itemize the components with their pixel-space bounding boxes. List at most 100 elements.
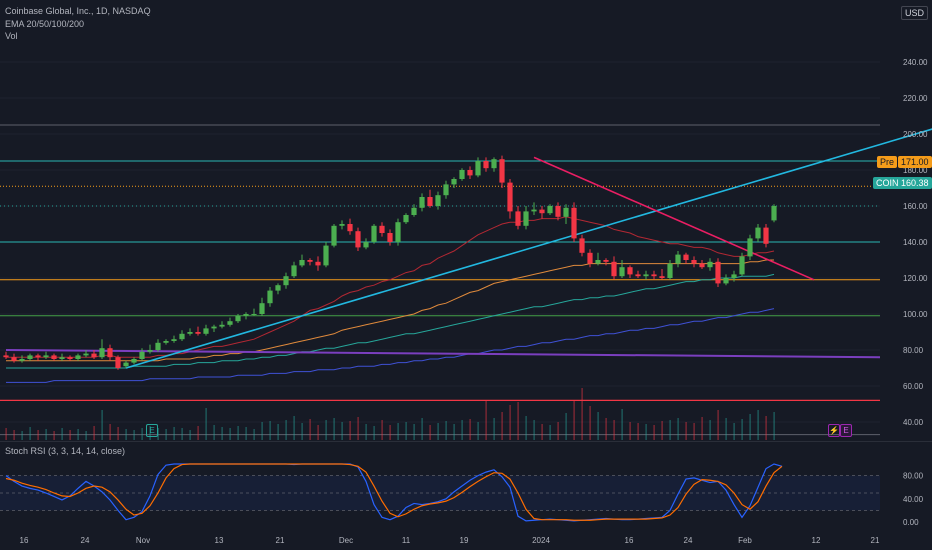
candle-body <box>163 341 169 343</box>
time-tick-label: 12 <box>812 536 821 545</box>
volume-bar <box>541 424 543 440</box>
candle-body <box>499 159 505 183</box>
stoch-rsi-legend[interactable]: Stoch RSI (3, 3, 14, 14, close) <box>5 446 126 456</box>
candle-body <box>187 332 193 334</box>
volume-bar <box>93 426 95 440</box>
volume-bar <box>693 423 695 440</box>
price-tick-label: 80.00 <box>903 346 924 355</box>
volume-bar <box>149 426 151 440</box>
candle-body <box>219 324 225 327</box>
price-tick-label: 240.00 <box>903 58 928 67</box>
candle-body <box>51 355 57 359</box>
volume-bar <box>157 428 159 440</box>
volume-legend[interactable]: Vol <box>5 31 18 41</box>
volume-bar <box>277 424 279 440</box>
volume-bar <box>613 420 615 440</box>
volume-bar <box>397 423 399 440</box>
candle-body <box>379 225 385 233</box>
volume-bar <box>605 418 607 440</box>
candle-body <box>355 231 361 248</box>
candle-body <box>251 314 257 315</box>
candle-body <box>507 182 513 212</box>
time-tick-label: 11 <box>402 536 411 545</box>
candle-body <box>235 315 241 322</box>
volume-bar <box>293 416 295 440</box>
candle-body <box>667 263 673 278</box>
volume-bar <box>581 388 583 440</box>
volume-bar <box>477 422 479 440</box>
volume-bar <box>61 428 63 440</box>
volume-bar <box>109 424 111 440</box>
candle-body <box>123 362 129 367</box>
volume-bar <box>461 420 463 440</box>
candle-body <box>139 351 145 359</box>
volume-bar <box>621 409 623 440</box>
candle-body <box>179 333 185 340</box>
candle-body <box>195 332 201 334</box>
candle-body <box>67 357 73 359</box>
candle-body <box>619 267 625 277</box>
volume-bar <box>485 400 487 440</box>
candle-body <box>59 357 65 359</box>
volume-bar <box>445 421 447 440</box>
stoch-tick-label: 40.00 <box>903 495 924 504</box>
ema-legend[interactable]: EMA 20/50/100/200 <box>5 19 85 29</box>
volume-bar <box>245 427 247 440</box>
volume-bar <box>525 416 527 440</box>
volume-bar <box>589 406 591 440</box>
candle-body <box>259 303 265 314</box>
volume-bar <box>413 424 415 440</box>
candle-body <box>459 170 465 179</box>
volume-bar <box>77 429 79 440</box>
split-icon[interactable]: ⚡ <box>828 424 840 437</box>
volume-bar <box>205 408 207 440</box>
downtrend-line <box>533 156 815 281</box>
volume-bar <box>333 418 335 440</box>
candle-body <box>275 285 281 291</box>
volume-bar <box>549 425 551 440</box>
candle-body <box>131 359 137 363</box>
candle-body <box>3 355 9 358</box>
volume-bar <box>389 425 391 440</box>
candle-body <box>27 355 33 359</box>
candle-body <box>715 261 721 284</box>
candle-body <box>547 206 553 214</box>
candle-body <box>147 350 153 352</box>
volume-bar <box>557 422 559 440</box>
volume-bar <box>349 421 351 440</box>
candle-body <box>115 357 121 368</box>
candle-body <box>403 215 409 223</box>
volume-bar <box>517 402 519 440</box>
currency-button[interactable]: USD <box>901 6 929 20</box>
volume-bar <box>213 425 215 440</box>
volume-bar <box>501 412 503 440</box>
candle-body <box>283 276 289 286</box>
volume-bar <box>645 424 647 440</box>
candle-body <box>339 224 345 226</box>
symbol-title: Coinbase Global, Inc., 1D, NASDAQ <box>5 6 151 16</box>
volume-bar <box>669 420 671 440</box>
volume-bar <box>757 410 759 440</box>
earnings-icon[interactable]: E <box>146 424 158 437</box>
volume-bar <box>85 431 87 440</box>
price-tick-label: 140.00 <box>903 238 928 247</box>
candle-body <box>19 359 25 361</box>
candle-body <box>579 238 585 253</box>
candle-body <box>363 242 369 248</box>
volume-bar <box>733 423 735 440</box>
volume-bar <box>405 422 407 440</box>
candle-body <box>331 225 337 246</box>
time-tick-label: 21 <box>276 536 285 545</box>
stoch-rsi-pane: 80.00 40.00 0.00 <box>0 463 924 527</box>
candle-body <box>707 261 713 268</box>
price-tick-label: 200.00 <box>903 130 928 139</box>
volume-bar <box>237 426 239 440</box>
volume-bar <box>69 430 71 440</box>
volume-bar <box>749 414 751 440</box>
dividend-icon[interactable]: E <box>840 424 852 437</box>
candle-body <box>243 314 249 316</box>
candle-body <box>171 339 177 341</box>
candle-body <box>35 355 41 358</box>
volume-bar <box>357 417 359 440</box>
